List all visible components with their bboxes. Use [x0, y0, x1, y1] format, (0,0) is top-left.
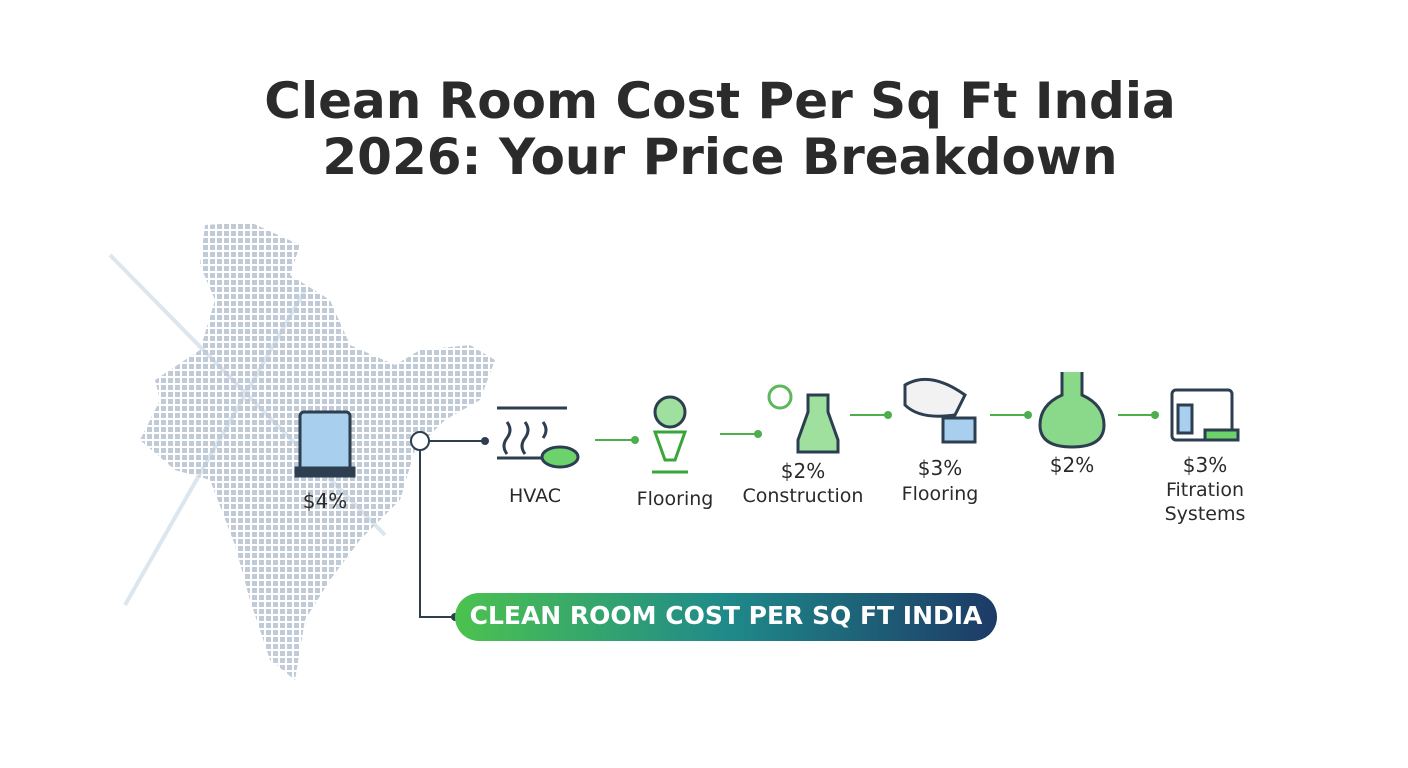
banner-text: CLEAN ROOM COST PER SQ FT INDIA	[470, 601, 983, 630]
node-value: $3%	[918, 456, 962, 480]
node-label: Flooring	[637, 488, 714, 510]
node-value: $2%	[781, 459, 825, 483]
icons	[294, 372, 1240, 478]
node-value: $4%	[303, 489, 347, 513]
node-label: Construction	[743, 485, 864, 507]
node-label: Fitration	[1166, 479, 1244, 501]
title-line: 2026: Your Price Breakdown	[322, 128, 1117, 186]
node-label: HVAC	[509, 485, 561, 507]
node-label: Flooring	[902, 483, 979, 505]
connectors	[410, 411, 1159, 621]
node-value: $3%	[1183, 453, 1227, 477]
banner	[455, 593, 997, 641]
title-line: Clean Room Cost Per Sq Ft India	[264, 72, 1175, 130]
node-value: $2%	[1050, 453, 1094, 477]
node-label: Systems	[1165, 503, 1246, 525]
